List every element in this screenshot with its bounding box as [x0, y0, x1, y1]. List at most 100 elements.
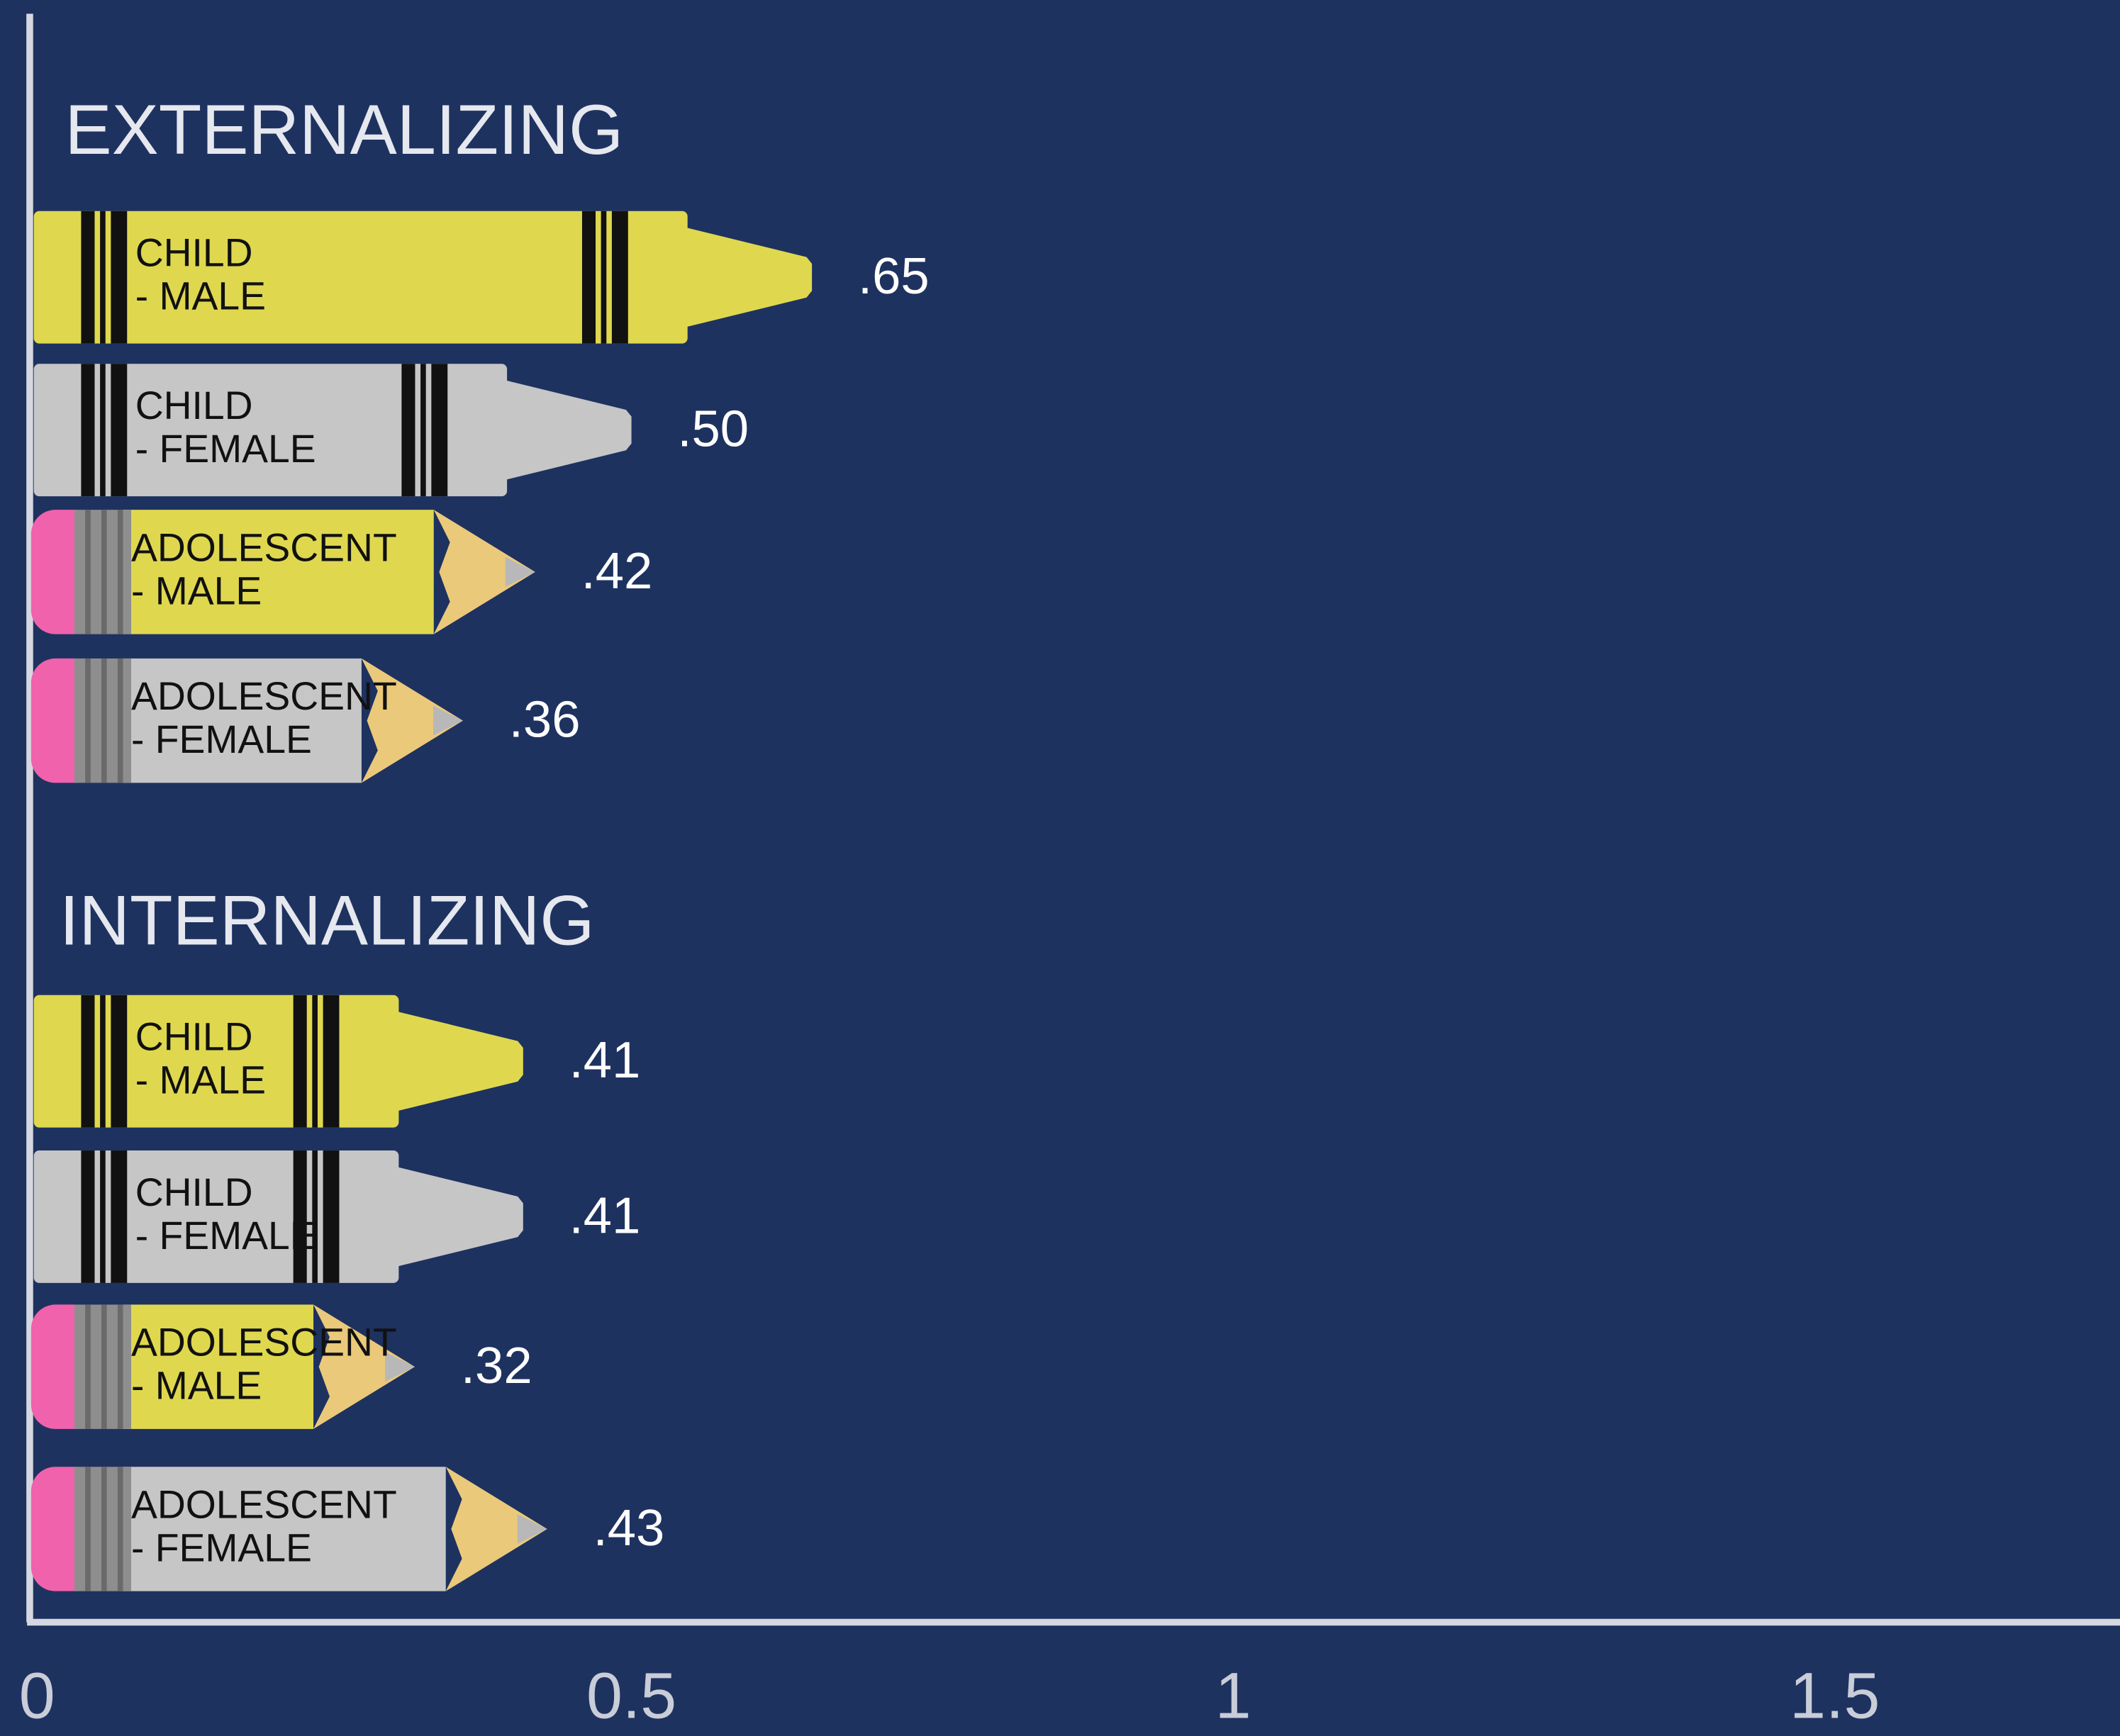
- crayon-tip: [396, 1011, 523, 1111]
- pencil-body: [121, 1467, 446, 1591]
- category-label: ADOLESCENT - FEMALE: [131, 1482, 397, 1569]
- crayon-band: [100, 1150, 106, 1283]
- category-label-line: ADOLESCENT: [131, 525, 397, 569]
- crayon-band: [81, 1150, 95, 1283]
- pencil-wood: [433, 510, 535, 634]
- category-label-line: CHILD: [135, 1170, 253, 1214]
- crayon-band: [312, 995, 318, 1128]
- value-label: .36: [509, 691, 581, 749]
- crayon-band: [111, 364, 128, 497]
- pencil-wood: [445, 1467, 547, 1591]
- pencil-ferrule-ring: [101, 658, 107, 783]
- crayon-body: [33, 364, 508, 497]
- pencil-body: [121, 510, 434, 634]
- pencil-ferrule-ring: [85, 510, 91, 634]
- category-label-line: - FEMALE: [135, 427, 316, 471]
- category-label-line: - FEMALE: [135, 1214, 316, 1258]
- pencil-body: [121, 658, 362, 783]
- category-label: CHILD - FEMALE: [135, 1170, 316, 1258]
- bar: [33, 364, 632, 497]
- crayon-band: [111, 995, 128, 1128]
- pencil-body: [121, 1304, 314, 1429]
- category-label-line: ADOLESCENT: [131, 674, 397, 718]
- category-label-line: - FEMALE: [131, 1525, 312, 1569]
- category-label: CHILD - MALE: [135, 230, 266, 318]
- x-tick-label: 1: [1215, 1659, 1251, 1732]
- value-label: .43: [593, 1499, 665, 1557]
- pencil-graphite: [385, 1352, 415, 1382]
- bar: [33, 211, 813, 344]
- crayon-tip: [396, 1166, 523, 1267]
- crayon-band: [111, 211, 128, 344]
- group-label: EXTERNALIZING: [65, 91, 624, 169]
- pencil-ferrule-ring: [101, 1304, 107, 1429]
- category-label: ADOLESCENT - FEMALE: [131, 674, 397, 761]
- bar: [30, 1467, 547, 1591]
- value-label: .41: [569, 1187, 641, 1244]
- crayon-body: [33, 211, 688, 344]
- crayon-band: [323, 995, 340, 1128]
- category-label-line: CHILD: [135, 230, 253, 274]
- pencil-ferrule-ring: [117, 1467, 123, 1591]
- pencil-ferrule-ring: [85, 1304, 91, 1429]
- bar: [33, 1150, 523, 1283]
- crayon-band: [293, 1150, 307, 1283]
- pencil-ferrule-ring: [85, 658, 91, 783]
- value-label: .42: [581, 542, 653, 600]
- pencil-ferrule-ring: [85, 1467, 91, 1591]
- crayon-band: [312, 1150, 318, 1283]
- pencil-ferrule-ring: [101, 510, 107, 634]
- category-label: ADOLESCENT - MALE: [131, 1320, 397, 1407]
- category-label-line: CHILD: [135, 383, 253, 427]
- crayon-band: [100, 364, 106, 497]
- x-tick-label: 1.5: [1790, 1659, 1880, 1732]
- category-label-line: CHILD: [135, 1014, 253, 1058]
- category-label-line: - FEMALE: [131, 717, 312, 761]
- crayon-band: [431, 364, 448, 497]
- crayon-tip: [504, 380, 632, 481]
- crayon-band: [81, 364, 95, 497]
- bar: [33, 995, 523, 1128]
- category-label-line: ADOLESCENT: [131, 1320, 397, 1364]
- x-tick-label: 0: [19, 1659, 55, 1732]
- crayon-band: [111, 1150, 128, 1283]
- category-label-line: ADOLESCENT: [131, 1482, 397, 1526]
- value-label: .65: [858, 247, 930, 305]
- bar: [30, 658, 463, 783]
- pencil-graphite: [517, 1513, 547, 1544]
- category-label-line: - MALE: [135, 1058, 266, 1102]
- crayon-band: [611, 211, 628, 344]
- crayon-tip: [684, 227, 813, 327]
- category-label: ADOLESCENT - MALE: [131, 525, 397, 612]
- value-label: .50: [677, 401, 749, 458]
- category-label-line: - MALE: [135, 274, 266, 318]
- group-label: INTERNALIZING: [60, 882, 595, 961]
- pencil-ferrule-ring: [101, 1467, 107, 1591]
- x-tick-label: 0.5: [586, 1659, 676, 1732]
- category-label: CHILD - MALE: [135, 1014, 266, 1102]
- pencil-ferrule-ring: [117, 658, 123, 783]
- pencil-ferrule-ring: [117, 1304, 123, 1429]
- pencil-ferrule-ring: [117, 510, 123, 634]
- value-label: .32: [461, 1337, 532, 1394]
- pencil-wood: [361, 658, 463, 783]
- pencil-graphite: [505, 556, 535, 587]
- bar: [30, 1304, 415, 1429]
- crayon-band: [601, 211, 607, 344]
- pencil-wood: [313, 1304, 415, 1429]
- crayon-band: [100, 995, 106, 1128]
- category-label-line: - MALE: [131, 569, 262, 612]
- crayon-band: [81, 995, 95, 1128]
- crayon-band: [401, 364, 415, 497]
- category-label-line: - MALE: [131, 1363, 262, 1407]
- crayon-band: [293, 995, 307, 1128]
- category-label: CHILD - FEMALE: [135, 383, 316, 471]
- pencil-graphite: [433, 705, 463, 736]
- crayon-band: [323, 1150, 340, 1283]
- crayon-band: [81, 211, 95, 344]
- value-label: .41: [569, 1031, 641, 1089]
- crayon-band: [420, 364, 426, 497]
- crayon-band: [581, 211, 596, 344]
